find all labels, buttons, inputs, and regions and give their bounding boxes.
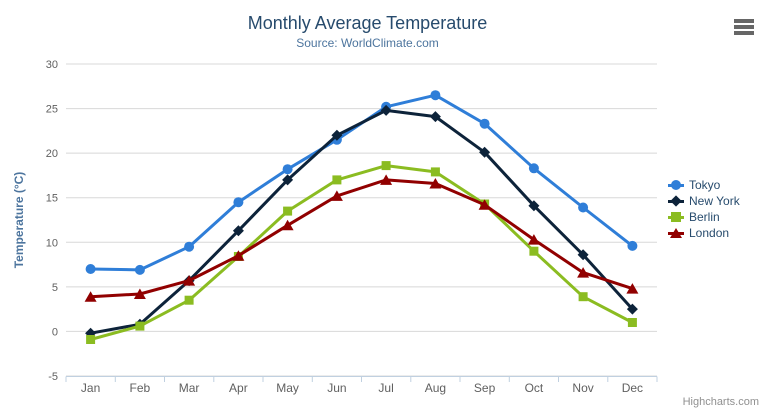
y-axis-tick-label: 20 xyxy=(46,148,58,160)
export-menu-button[interactable] xyxy=(734,19,754,37)
circle-marker-icon xyxy=(668,179,684,191)
x-axis-label: May xyxy=(276,381,299,395)
y-axis-tick-label: 25 xyxy=(46,104,58,116)
data-point[interactable] xyxy=(577,267,590,278)
x-axis-label: Dec xyxy=(622,381,643,395)
data-point[interactable] xyxy=(529,246,539,256)
series-new-york[interactable] xyxy=(85,104,638,339)
data-point[interactable] xyxy=(86,335,96,344)
data-point[interactable] xyxy=(282,174,294,186)
data-point[interactable] xyxy=(330,190,343,201)
legend-item-berlin[interactable]: Berlin xyxy=(668,210,740,224)
y-axis-tick-label: -5 xyxy=(48,371,58,383)
data-point[interactable] xyxy=(332,175,342,185)
data-point[interactable] xyxy=(430,167,440,177)
data-point[interactable] xyxy=(430,90,441,101)
data-point[interactable] xyxy=(232,250,245,261)
x-axis-label: Oct xyxy=(525,381,544,395)
legend-label: New York xyxy=(689,194,740,208)
data-point[interactable] xyxy=(429,178,442,189)
legend-item-tokyo[interactable]: Tokyo xyxy=(668,178,740,192)
data-point[interactable] xyxy=(134,264,145,275)
y-axis-tick-label: 5 xyxy=(52,282,58,294)
legend: Tokyo New York Berlin London xyxy=(668,178,740,242)
y-axis-tick-label: 0 xyxy=(52,326,58,338)
data-point[interactable] xyxy=(233,197,244,208)
legend-label: London xyxy=(689,226,730,240)
data-point[interactable] xyxy=(282,164,293,175)
data-point[interactable] xyxy=(380,104,392,116)
data-point[interactable] xyxy=(183,275,196,286)
series-london[interactable] xyxy=(84,174,639,302)
x-axis-label: Jun xyxy=(327,381,346,395)
data-point[interactable] xyxy=(627,240,638,251)
legend-item-new-york[interactable]: New York xyxy=(668,194,740,208)
series-line xyxy=(89,178,634,299)
x-axis-label: Mar xyxy=(179,381,200,395)
x-axis-label: Apr xyxy=(229,381,248,395)
series-tokyo[interactable] xyxy=(85,90,638,275)
x-axis-label: Jul xyxy=(378,381,393,395)
data-point[interactable] xyxy=(283,206,293,216)
data-point[interactable] xyxy=(232,225,244,237)
legend-item-london[interactable]: London xyxy=(668,226,740,240)
data-point[interactable] xyxy=(577,249,589,261)
x-axis-label: Jan xyxy=(81,381,100,395)
y-axis-tick-label: 30 xyxy=(46,59,58,71)
data-point[interactable] xyxy=(626,303,638,315)
data-point[interactable] xyxy=(380,174,393,185)
x-axis-label: Feb xyxy=(130,381,151,395)
data-point[interactable] xyxy=(627,318,637,327)
diamond-marker-icon xyxy=(668,195,684,207)
data-point[interactable] xyxy=(281,219,294,231)
series-berlin[interactable] xyxy=(86,161,637,344)
data-point[interactable] xyxy=(527,234,540,245)
data-point[interactable] xyxy=(381,161,391,171)
data-point[interactable] xyxy=(84,291,97,302)
data-point[interactable] xyxy=(528,200,540,212)
data-point[interactable] xyxy=(478,199,491,210)
chart-title: Monthly Average Temperature xyxy=(247,13,488,33)
data-point[interactable] xyxy=(578,292,588,302)
legend-label: Tokyo xyxy=(689,178,721,192)
data-point[interactable] xyxy=(479,118,490,129)
highcharts-credit[interactable]: Highcharts.com xyxy=(682,396,759,408)
hamburger-icon xyxy=(734,19,754,23)
x-axis-label: Nov xyxy=(572,381,593,395)
data-point[interactable] xyxy=(184,241,195,252)
y-axis-tick-label: 15 xyxy=(46,193,58,205)
data-point[interactable] xyxy=(429,111,441,123)
y-axis-title: Temperature (°C) xyxy=(12,171,26,269)
legend-label: Berlin xyxy=(689,210,720,224)
chart-subtitle: Source: WorldClimate.com xyxy=(296,36,439,50)
data-point[interactable] xyxy=(331,129,343,141)
series-line xyxy=(89,164,634,341)
data-point[interactable] xyxy=(528,163,539,174)
data-point[interactable] xyxy=(479,146,491,158)
data-point[interactable] xyxy=(578,202,589,213)
data-point[interactable] xyxy=(85,264,96,274)
data-point[interactable] xyxy=(184,295,194,305)
data-point[interactable] xyxy=(133,288,146,300)
x-axis-label: Sep xyxy=(474,381,496,395)
triangle-marker-icon xyxy=(668,227,684,239)
square-marker-icon xyxy=(668,211,684,223)
series-line xyxy=(89,108,634,335)
data-point[interactable] xyxy=(626,283,639,294)
x-axis-label: Aug xyxy=(425,381,446,395)
data-point[interactable] xyxy=(135,321,145,331)
y-axis-tick-label: 10 xyxy=(46,237,58,249)
